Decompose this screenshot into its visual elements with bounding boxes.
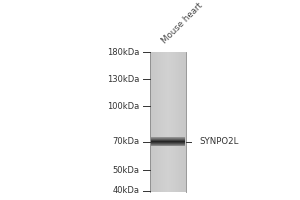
Bar: [151, 140, 185, 141]
Bar: [170, 52, 171, 192]
Bar: [173, 52, 174, 192]
Bar: [169, 52, 170, 192]
Bar: [167, 52, 168, 192]
Bar: [157, 52, 158, 192]
Bar: [166, 52, 167, 192]
Bar: [161, 52, 162, 192]
Bar: [151, 144, 185, 145]
Bar: [160, 52, 161, 192]
Bar: [163, 52, 164, 192]
Bar: [179, 52, 180, 192]
Bar: [156, 52, 157, 192]
Bar: [157, 52, 158, 192]
Bar: [170, 52, 171, 192]
Bar: [151, 143, 185, 144]
Bar: [163, 52, 164, 192]
Bar: [185, 52, 186, 192]
Bar: [151, 52, 152, 192]
Bar: [151, 52, 152, 192]
Bar: [151, 145, 185, 146]
Bar: [159, 52, 160, 192]
Bar: [158, 52, 159, 192]
Bar: [152, 52, 153, 192]
Bar: [155, 52, 156, 192]
Bar: [168, 52, 169, 192]
Bar: [161, 52, 162, 192]
Text: 40kDa: 40kDa: [112, 186, 140, 195]
Bar: [175, 52, 176, 192]
Bar: [162, 52, 163, 192]
Bar: [178, 52, 179, 192]
Bar: [165, 52, 166, 192]
Bar: [151, 142, 185, 143]
Bar: [174, 52, 175, 192]
Bar: [151, 144, 185, 145]
Bar: [173, 52, 174, 192]
Bar: [150, 52, 151, 192]
Bar: [175, 52, 176, 192]
Text: 180kDa: 180kDa: [107, 48, 140, 57]
Bar: [151, 138, 185, 139]
Bar: [151, 137, 185, 138]
Bar: [182, 52, 183, 192]
Bar: [151, 141, 185, 142]
Bar: [151, 145, 185, 146]
Bar: [152, 52, 153, 192]
Text: Mouse heart: Mouse heart: [160, 1, 205, 46]
Bar: [160, 52, 161, 192]
Bar: [181, 52, 182, 192]
Bar: [155, 52, 156, 192]
Bar: [151, 143, 185, 144]
Bar: [151, 138, 185, 139]
Bar: [151, 139, 185, 140]
Text: 130kDa: 130kDa: [107, 75, 140, 84]
Bar: [151, 141, 185, 142]
Bar: [151, 140, 185, 141]
Bar: [169, 52, 170, 192]
Bar: [167, 52, 168, 192]
Bar: [177, 52, 178, 192]
Bar: [183, 52, 184, 192]
Bar: [158, 52, 159, 192]
Text: 100kDa: 100kDa: [107, 102, 140, 111]
Text: 50kDa: 50kDa: [112, 166, 140, 175]
Bar: [185, 52, 186, 192]
Bar: [154, 52, 155, 192]
Bar: [164, 52, 165, 192]
Bar: [151, 139, 185, 140]
Bar: [164, 52, 165, 192]
Bar: [172, 52, 173, 192]
Bar: [153, 52, 154, 192]
Text: SYNPO2L: SYNPO2L: [199, 137, 238, 146]
Bar: [182, 52, 183, 192]
Bar: [166, 52, 167, 192]
Bar: [176, 52, 177, 192]
Bar: [151, 137, 185, 138]
Bar: [179, 52, 180, 192]
Bar: [181, 52, 182, 192]
Bar: [176, 52, 177, 192]
Text: 70kDa: 70kDa: [112, 137, 140, 146]
Bar: [184, 52, 185, 192]
Bar: [171, 52, 172, 192]
Bar: [180, 52, 181, 192]
Bar: [151, 142, 185, 143]
